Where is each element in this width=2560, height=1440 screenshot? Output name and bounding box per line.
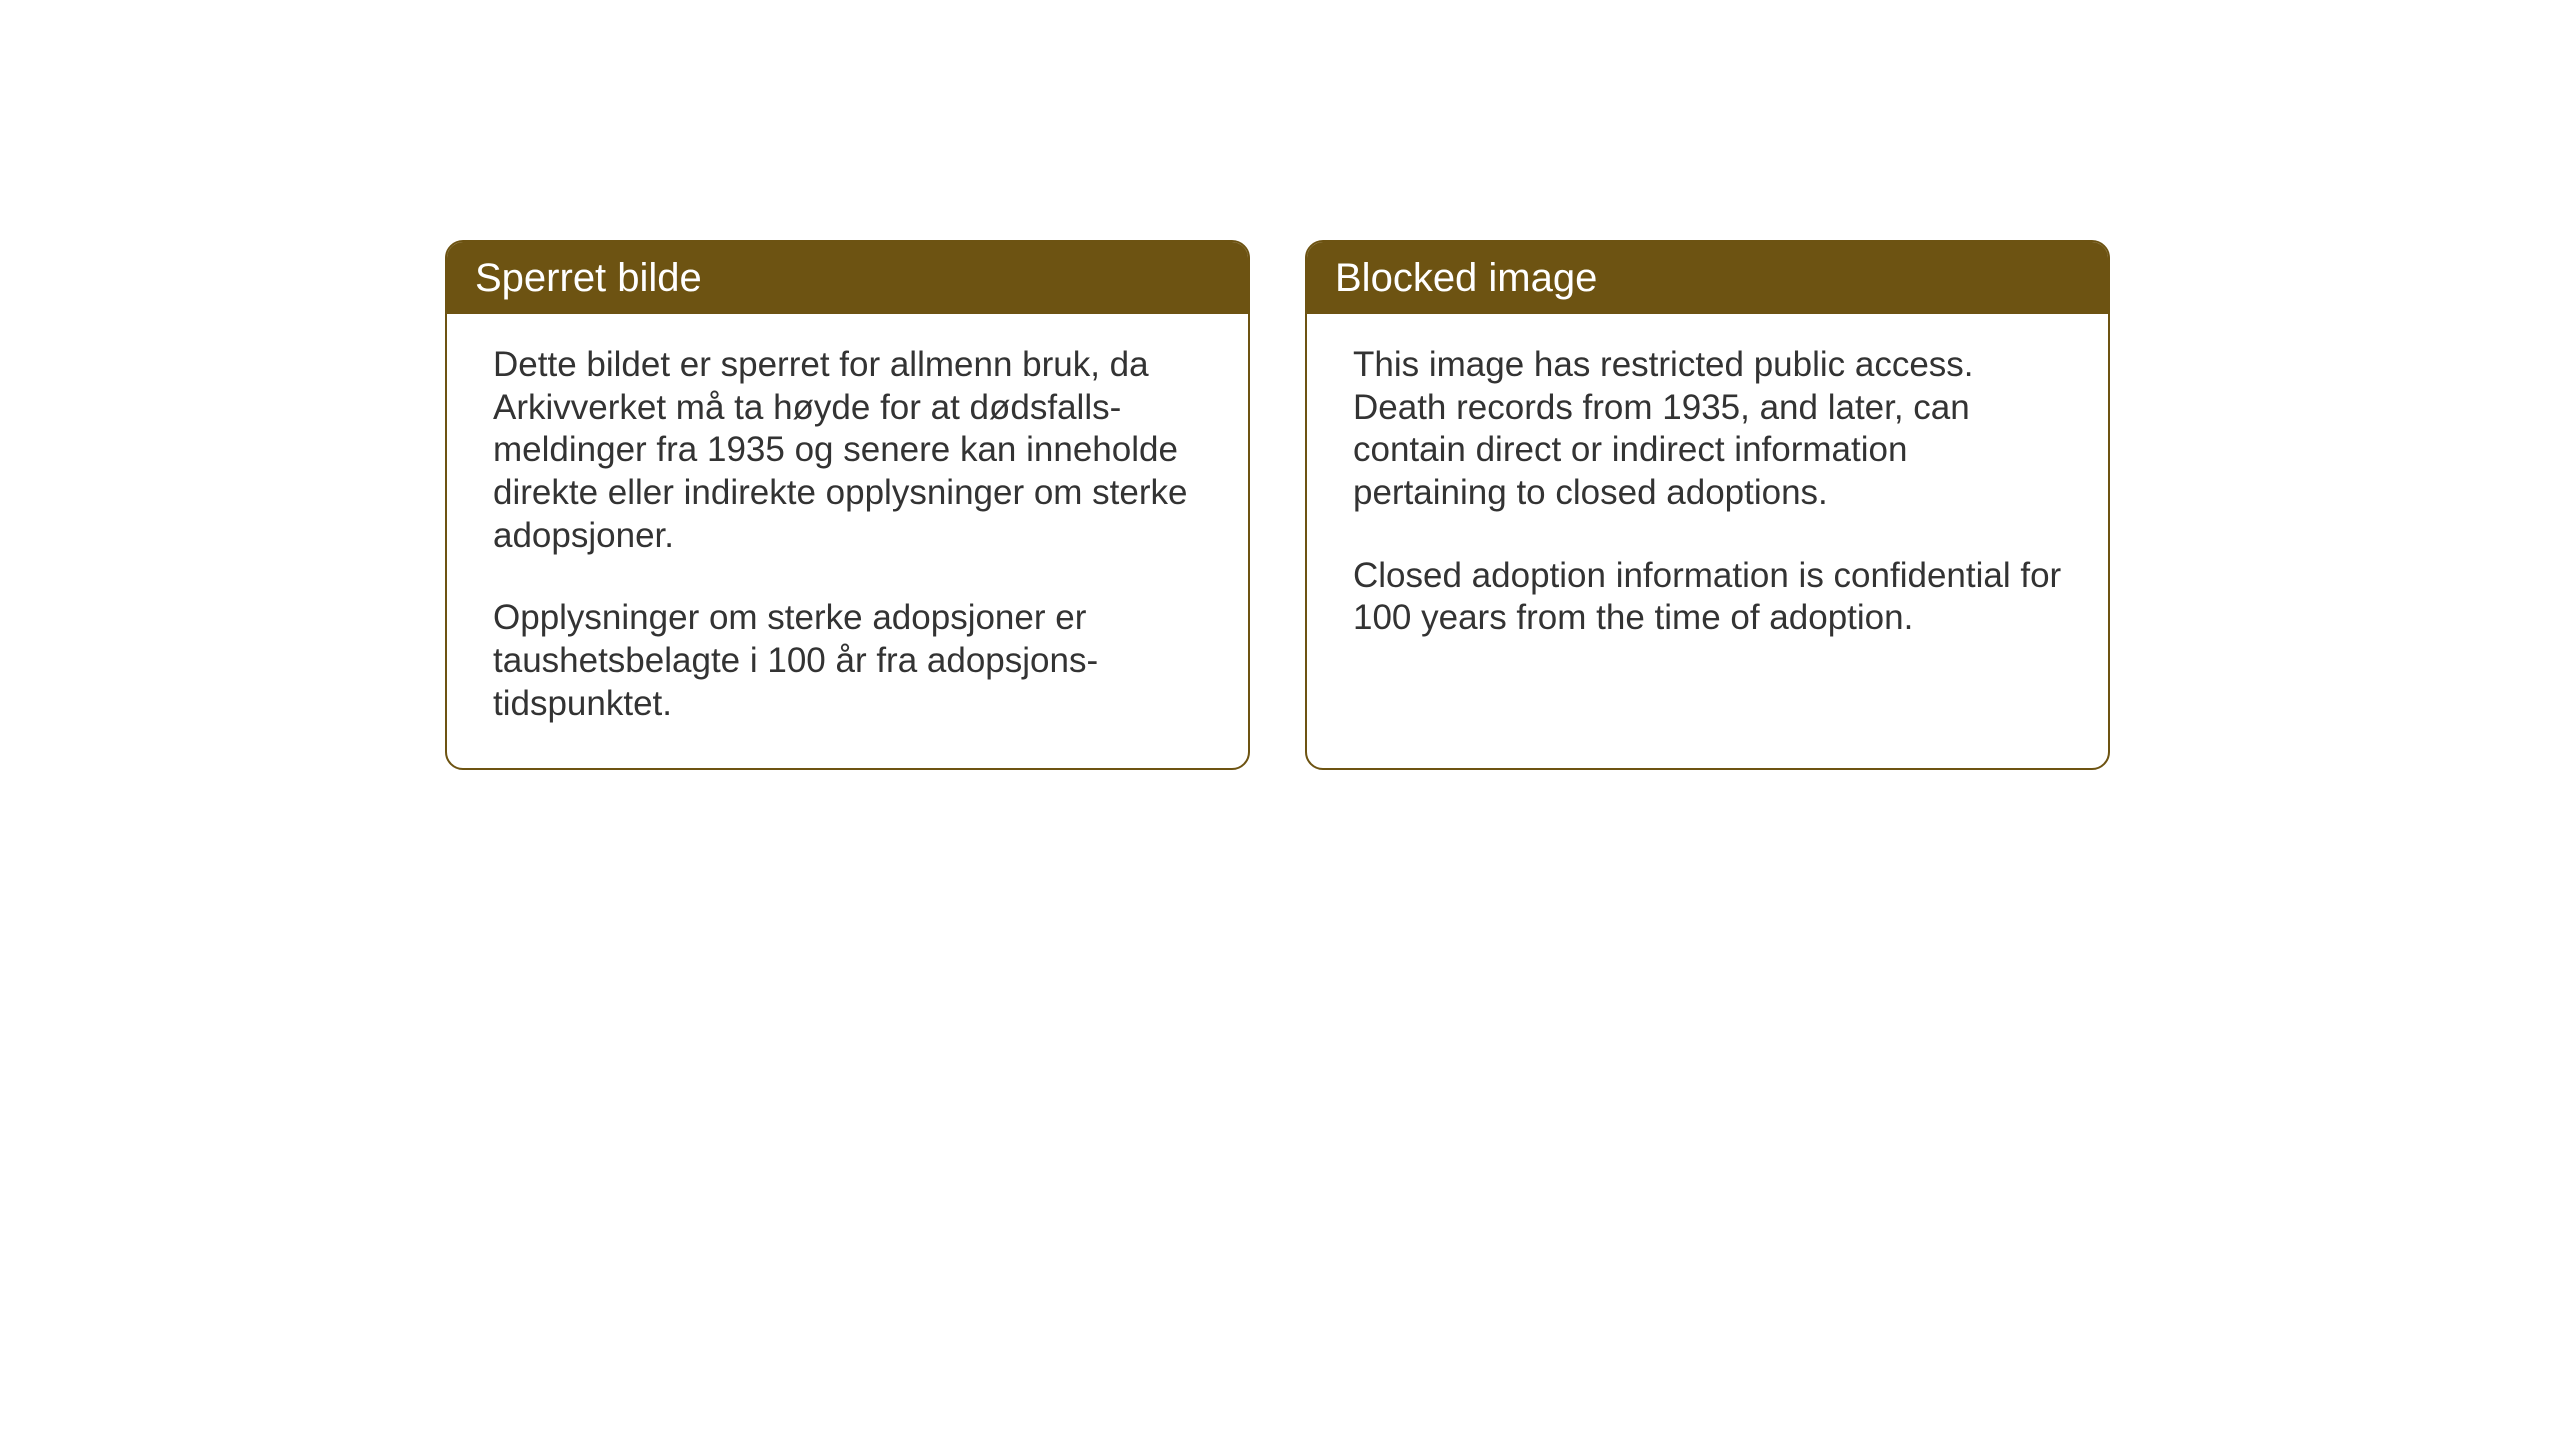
english-card-body: This image has restricted public access.… [1307, 314, 2108, 682]
norwegian-notice-card: Sperret bilde Dette bildet er sperret fo… [445, 240, 1250, 770]
norwegian-paragraph-2: Opplysninger om sterke adopsjoner er tau… [493, 597, 1202, 725]
norwegian-card-title: Sperret bilde [447, 242, 1248, 314]
english-notice-card: Blocked image This image has restricted … [1305, 240, 2110, 770]
norwegian-card-body: Dette bildet er sperret for allmenn bruk… [447, 314, 1248, 768]
english-card-title: Blocked image [1307, 242, 2108, 314]
norwegian-paragraph-1: Dette bildet er sperret for allmenn bruk… [493, 344, 1202, 557]
english-paragraph-2: Closed adoption information is confident… [1353, 555, 2062, 640]
english-paragraph-1: This image has restricted public access.… [1353, 344, 2062, 515]
notice-container: Sperret bilde Dette bildet er sperret fo… [445, 240, 2110, 770]
